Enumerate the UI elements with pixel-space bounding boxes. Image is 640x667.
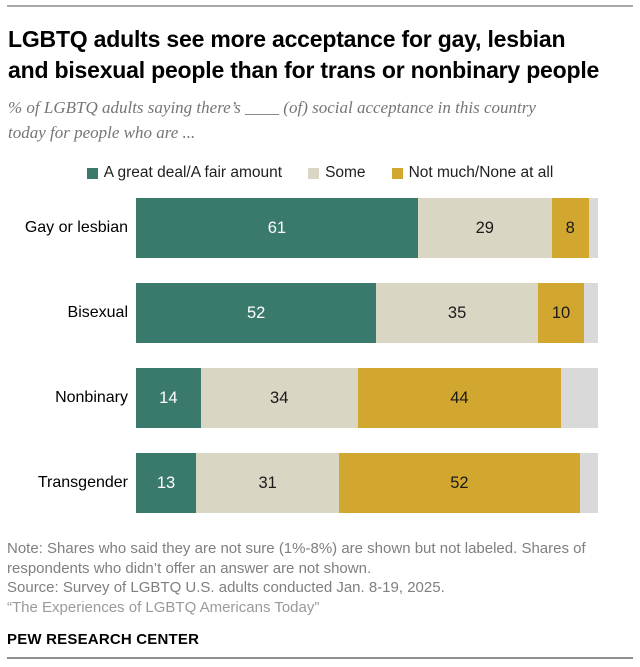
chart-subtitle: % of LGBTQ adults saying there’s ____ (o… bbox=[8, 95, 633, 145]
bar-row: Nonbinary 14 34 44 bbox=[7, 368, 633, 428]
source-text: Source: Survey of LGBTQ U.S. adults cond… bbox=[7, 579, 445, 596]
legend-swatch bbox=[308, 167, 320, 179]
chart-title-line1: LGBTQ adults see more acceptance for gay… bbox=[8, 26, 566, 52]
bottom-divider bbox=[7, 657, 633, 659]
bar-track: 61 29 8 bbox=[136, 198, 598, 258]
legend-item: A great deal/A fair amount bbox=[86, 164, 283, 182]
bar-track: 52 35 10 bbox=[136, 283, 598, 343]
legend: A great deal/A fair amount Some Not much/N… bbox=[7, 164, 633, 182]
bar-segment: 52 bbox=[339, 453, 580, 513]
footnotes: Note: Shares who said they are not sure … bbox=[7, 539, 633, 617]
bar-value-label: 10 bbox=[551, 303, 571, 322]
bar-value-label: 14 bbox=[159, 388, 178, 407]
legend-item: Not much/None at all bbox=[391, 164, 554, 182]
bar-segment: 44 bbox=[357, 368, 562, 428]
legend-label: A great deal/A fair amount bbox=[103, 164, 283, 181]
bar-segment bbox=[588, 198, 598, 258]
category-label: Nonbinary bbox=[55, 389, 128, 406]
legend-swatch bbox=[86, 167, 98, 179]
bar-value-label: 52 bbox=[246, 303, 266, 322]
chart-title: LGBTQ adults see more acceptance for gay… bbox=[8, 24, 633, 86]
bar-value-label: 52 bbox=[450, 473, 469, 492]
bar-segment: 14 bbox=[136, 368, 201, 428]
legend-label: Some bbox=[325, 164, 366, 181]
bar-value-label: 44 bbox=[450, 388, 469, 407]
bar-segment: 35 bbox=[376, 283, 538, 343]
bar-row: Transgender 13 31 52 bbox=[7, 453, 633, 513]
bar-value-label: 35 bbox=[447, 303, 467, 322]
bar-segment: 10 bbox=[537, 283, 585, 343]
study-title-text: “The Experiences of LGBTQ Americans Toda… bbox=[7, 598, 320, 616]
bar-segment: 34 bbox=[200, 368, 358, 428]
bar-segment bbox=[584, 283, 598, 343]
bar-value-label: 34 bbox=[270, 388, 289, 407]
chart-subtitle-line1: % of LGBTQ adults saying there’s ____ (o… bbox=[8, 98, 536, 117]
note-text: Note: Shares who said they are not sure … bbox=[7, 540, 586, 577]
bar-value-label: 29 bbox=[475, 218, 494, 237]
legend-item: Some bbox=[308, 164, 366, 182]
bar-segment bbox=[561, 368, 598, 428]
bar-track: 13 31 52 bbox=[136, 453, 598, 513]
bar-segment: 8 bbox=[551, 198, 589, 258]
bar-chart: Gay or lesbian 61 29 8 Bisexual 52 35 10 Nonbina… bbox=[7, 198, 633, 513]
category-label: Transgender bbox=[37, 474, 128, 491]
chart-subtitle-line2: today for people who are ... bbox=[8, 123, 196, 142]
bar-row: Bisexual 52 35 10 bbox=[7, 283, 633, 343]
bar-segment: 52 bbox=[136, 283, 377, 343]
category-label: Bisexual bbox=[67, 304, 128, 321]
bar-value-label: 61 bbox=[267, 218, 287, 237]
category-label: Gay or lesbian bbox=[24, 219, 128, 236]
bar-segment bbox=[579, 453, 598, 513]
chart-title-line2: and bisexual people than for trans or no… bbox=[8, 57, 600, 83]
bar-value-label: 31 bbox=[258, 473, 277, 492]
legend-label: Not much/None at all bbox=[408, 164, 554, 181]
bar-segment: 31 bbox=[196, 453, 340, 513]
bar-row: Gay or lesbian 61 29 8 bbox=[7, 198, 633, 258]
bar-track: 14 34 44 bbox=[136, 368, 598, 428]
bar-value-label: 13 bbox=[156, 473, 176, 492]
brand-logo: PEW RESEARCH CENTER bbox=[7, 631, 200, 648]
bar-segment: 13 bbox=[136, 453, 197, 513]
bar-segment: 61 bbox=[136, 198, 418, 258]
legend-swatch bbox=[391, 167, 403, 179]
top-divider bbox=[7, 5, 633, 7]
bar-value-label: 8 bbox=[565, 218, 575, 237]
bar-segment: 29 bbox=[417, 198, 552, 258]
